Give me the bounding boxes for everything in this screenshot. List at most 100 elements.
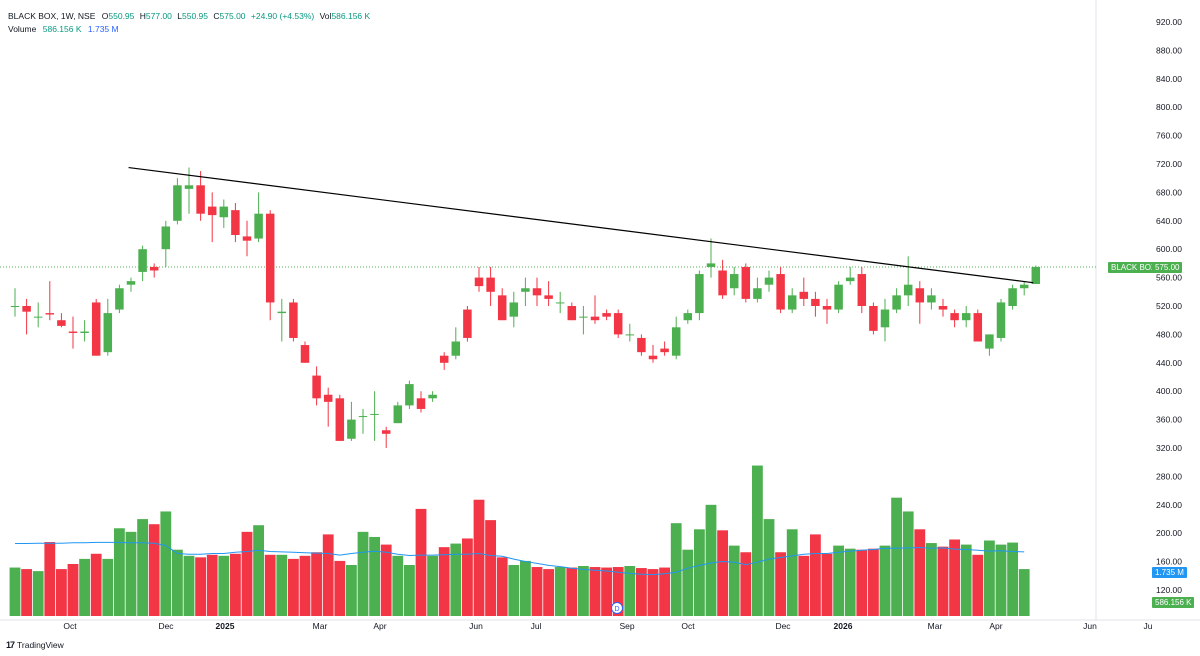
candle-body <box>161 226 171 250</box>
candle-body <box>184 185 194 189</box>
volume-bar <box>682 549 694 616</box>
symbol-tag-text: BLACK BOX <box>1111 263 1157 272</box>
candle-body <box>393 405 403 424</box>
candle-body <box>80 331 89 333</box>
candle-body <box>474 277 484 287</box>
low-label: L <box>177 11 183 21</box>
candle-body <box>985 334 994 349</box>
volume-bar <box>833 545 844 616</box>
candle-body <box>544 295 553 299</box>
candle-body <box>799 291 809 299</box>
high-label: H <box>139 11 146 21</box>
volume-bar <box>392 555 404 616</box>
volume-bar <box>241 531 253 616</box>
volume-bar <box>125 531 137 616</box>
chart-legend: BLACK BOX, 1W, NSE O550.95 H577.00 L550.… <box>8 10 370 36</box>
volume-bar <box>415 508 427 616</box>
candle-body <box>207 206 217 216</box>
volume-ma-tag-text: 1.735 M <box>1155 568 1184 577</box>
candle-body <box>497 295 507 321</box>
volume-bar <box>775 552 786 616</box>
candle-body <box>347 419 356 439</box>
volume-tag-text: 586.156 K <box>1155 598 1192 607</box>
price-tick-label: 200.00 <box>1156 528 1182 538</box>
volume-bar <box>485 520 496 616</box>
volume-indicator-label[interactable]: Volume <box>8 24 37 34</box>
volume-bar <box>960 544 972 616</box>
price-tick-label: 160.00 <box>1156 557 1182 567</box>
tradingview-brand[interactable]: 17 TradingView <box>6 640 64 650</box>
symbol-label[interactable]: BLACK BOX, 1W, NSE <box>8 11 96 21</box>
last-price-tag: 575.00 <box>1152 262 1183 273</box>
volume-bar <box>496 557 508 616</box>
volume-bar <box>728 545 740 616</box>
candle-body <box>602 313 611 317</box>
candle-body <box>439 355 449 363</box>
volume-bar <box>218 555 230 616</box>
candle-body <box>370 413 379 415</box>
candle-body <box>961 313 971 321</box>
dividend-marker-icon <box>611 602 623 614</box>
close-value: 575.00 <box>219 11 246 21</box>
candle-body <box>938 306 948 310</box>
time-tick-label: Apr <box>989 621 1002 631</box>
candle-body <box>358 416 368 418</box>
volume-bar <box>879 545 891 616</box>
volume-bar <box>369 536 380 616</box>
volume-bar <box>926 543 937 616</box>
volume-bar <box>763 519 775 616</box>
candle-body <box>811 298 820 306</box>
volume-bar <box>995 544 1007 616</box>
price-tick-label: 600.00 <box>1156 244 1182 254</box>
volume-bar <box>195 557 206 616</box>
candle-body <box>892 295 901 310</box>
time-tick-label: Jul <box>531 621 542 631</box>
tradingview-logo-icon: 17 <box>6 640 15 650</box>
volume-bar <box>647 569 659 616</box>
volume-ma-line <box>15 541 1025 576</box>
time-tick-label: Apr <box>373 621 386 631</box>
price-tick-label: 560.00 <box>1156 273 1182 283</box>
time-tick-label: Oct <box>63 621 77 631</box>
volume-bar <box>90 553 102 616</box>
volume-bar <box>380 544 392 616</box>
last-price-text: 575.00 <box>1155 263 1180 272</box>
candle-body <box>173 185 182 221</box>
candle-body <box>950 313 959 321</box>
candle-body <box>637 337 646 353</box>
volume-bar <box>311 552 322 616</box>
candle-body <box>671 327 681 356</box>
volume-bar <box>844 548 856 616</box>
volume-tag: 586.156 K <box>1152 597 1195 608</box>
price-tick-label: 880.00 <box>1156 45 1182 55</box>
price-tick-label: 400.00 <box>1156 386 1182 396</box>
candle-body <box>660 348 669 353</box>
candle-body <box>753 288 762 299</box>
volume-bar <box>473 499 485 616</box>
price-tick-label: 320.00 <box>1156 443 1182 453</box>
candle-body <box>915 288 925 303</box>
volume-bar <box>102 558 114 616</box>
price-tick-label: 440.00 <box>1156 358 1182 368</box>
high-value: 577.00 <box>145 11 172 21</box>
candle-body <box>115 288 124 310</box>
volume-bar <box>172 549 183 616</box>
candle-body <box>381 430 391 434</box>
volume-bar <box>798 555 810 616</box>
volume-bar <box>288 558 299 616</box>
price-tick-label: 360.00 <box>1156 415 1182 425</box>
price-tick-label: 120.00 <box>1156 585 1182 595</box>
volume-bar <box>44 542 56 616</box>
candle-body <box>706 263 716 267</box>
candle-body <box>845 277 855 282</box>
candle-body <box>289 302 298 338</box>
volume-bar <box>949 539 960 616</box>
trendline <box>128 166 1034 284</box>
candle-body <box>903 284 913 296</box>
volume-bar <box>520 560 531 616</box>
candle-body <box>254 213 263 239</box>
vol-value: 586.156 K <box>331 11 371 21</box>
dividend-marker-label: D <box>614 606 619 613</box>
